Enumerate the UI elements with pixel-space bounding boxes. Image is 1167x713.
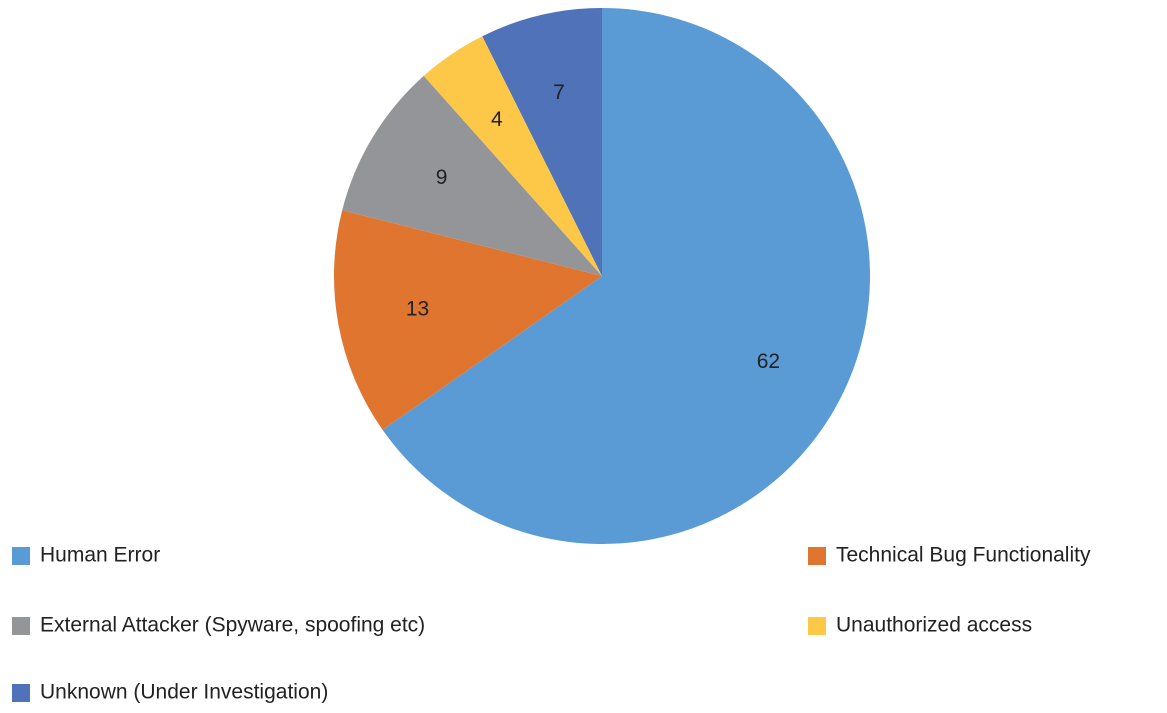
legend-swatch xyxy=(12,684,30,702)
pie-slice xyxy=(382,8,871,544)
legend-label: Unauthorized access xyxy=(836,614,1032,637)
data-label: 13 xyxy=(406,297,429,320)
pie-slice xyxy=(333,210,602,430)
pie-slice xyxy=(342,75,602,277)
legend-label: Human Error xyxy=(40,544,160,567)
legend-swatch xyxy=(12,547,30,565)
data-label: 4 xyxy=(491,108,503,131)
data-label: 7 xyxy=(553,81,565,104)
pie-slice xyxy=(482,8,602,276)
legend-label: Unknown (Under Investigation) xyxy=(40,681,328,704)
legend-label: External Attacker (Spyware, spoofing etc… xyxy=(40,614,425,637)
legend-label: Technical Bug Functionality xyxy=(836,544,1091,567)
legend-swatch xyxy=(808,617,826,635)
data-label: 62 xyxy=(757,350,780,373)
pie-slice xyxy=(423,36,602,276)
data-label: 9 xyxy=(436,166,448,189)
legend-swatch xyxy=(808,547,826,565)
legend-swatch xyxy=(12,617,30,635)
